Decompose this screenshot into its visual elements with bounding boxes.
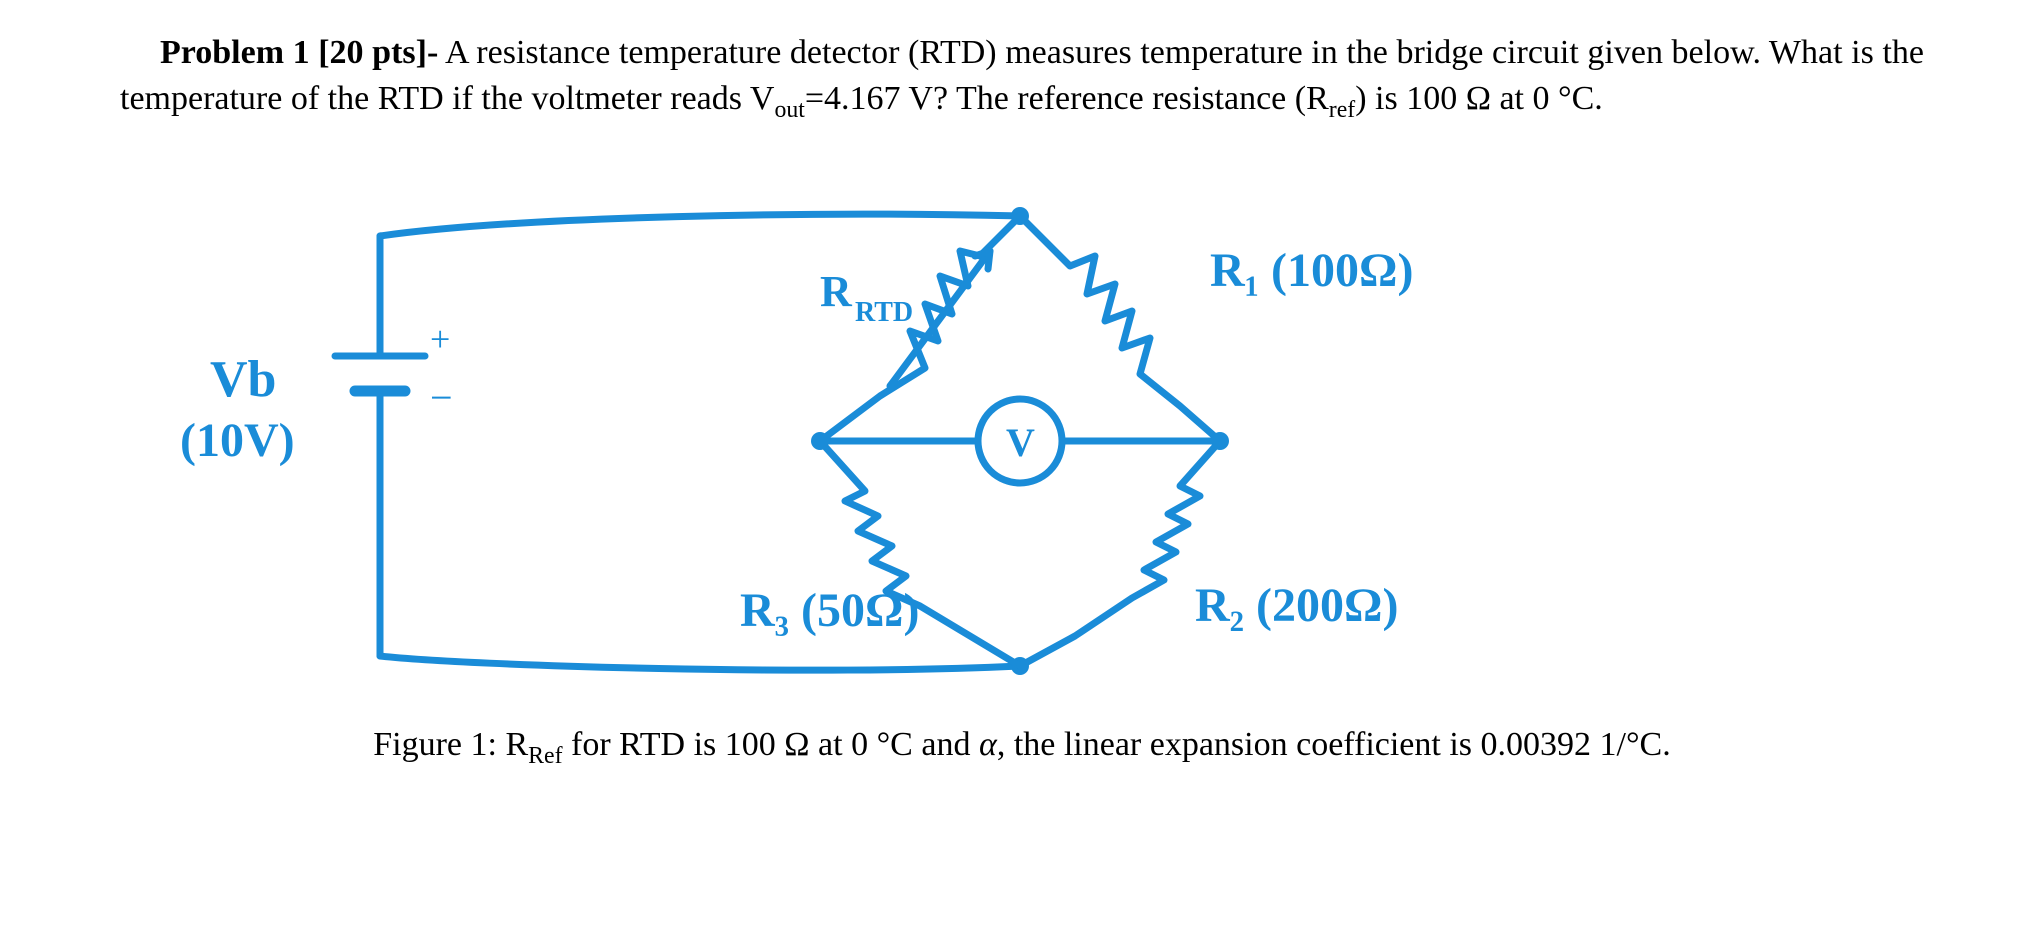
- label-r2: R₂ (200Ω): [1195, 579, 1398, 632]
- caption-sub: Ref: [528, 743, 562, 769]
- problem-statement: Problem 1 [20 pts]- A resistance tempera…: [120, 30, 1924, 126]
- battery-minus: −: [430, 375, 453, 420]
- caption-mid: for RTD is 100 Ω at 0 °C and: [563, 726, 979, 763]
- problem-title: Problem 1 [20 pts]-: [160, 34, 438, 71]
- wire-bottom: [380, 656, 1020, 670]
- problem-body-2: =4.167 V? The reference resistance (R: [805, 80, 1329, 117]
- circuit-figure: Vb (10V) + − R RTD R₁ (100Ω) R₂ (200Ω) R…: [120, 156, 1924, 716]
- caption-prefix: Figure 1: R: [373, 726, 528, 763]
- label-rtd-sub: RTD: [855, 297, 913, 328]
- rref-subscript: ref: [1329, 97, 1355, 123]
- caption-suffix: , the linear expansion coefficient is 0.…: [997, 726, 1671, 763]
- wire-top: [380, 214, 1020, 236]
- label-rtd-r: R: [820, 267, 853, 316]
- problem-body-3: ) is 100 Ω at 0 °C.: [1355, 80, 1603, 117]
- label-r3: R₃ (50Ω): [740, 584, 919, 637]
- source-label-vb: Vb: [210, 351, 276, 408]
- voltmeter-label: V: [1006, 420, 1035, 465]
- caption-alpha: α: [979, 726, 997, 763]
- battery-plus: +: [430, 319, 450, 359]
- figure-caption: Figure 1: RRef for RTD is 100 Ω at 0 °C …: [120, 726, 1924, 770]
- source-label-value: (10V): [180, 414, 295, 467]
- label-r1: R₁ (100Ω): [1210, 244, 1413, 297]
- vout-subscript: out: [774, 97, 804, 123]
